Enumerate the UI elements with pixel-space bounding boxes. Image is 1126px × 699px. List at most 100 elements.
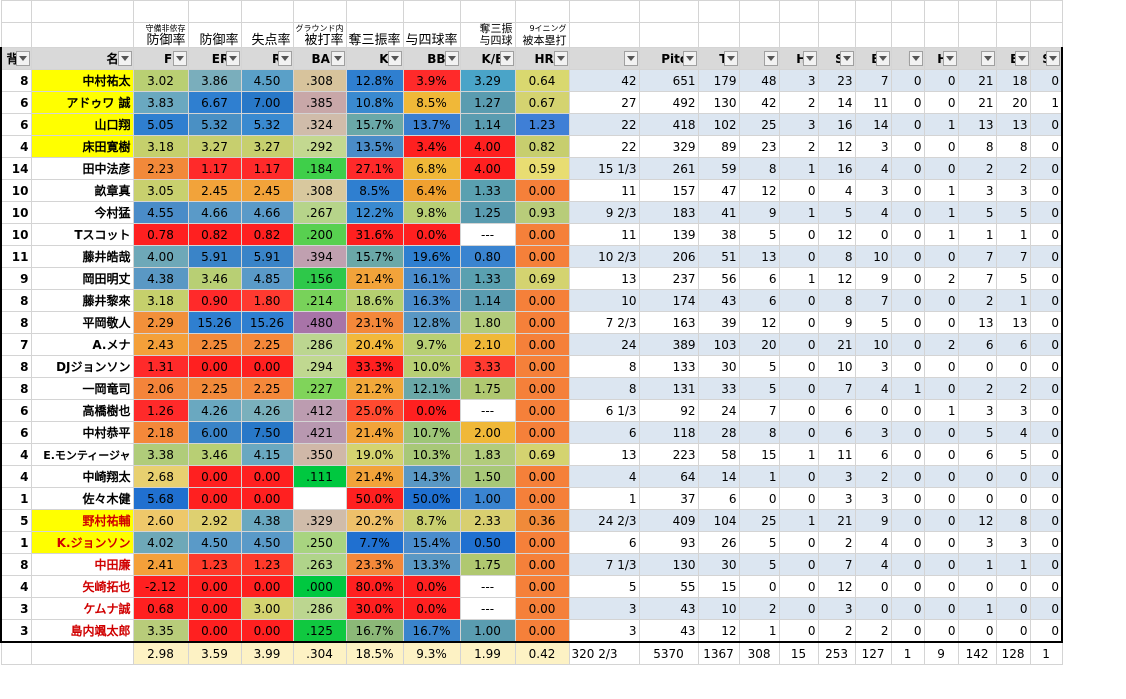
ib-cell[interactable]: 0 [890, 223, 925, 246]
hr-cell[interactable]: 0 [778, 289, 819, 312]
ib-cell[interactable]: 1 [890, 377, 925, 400]
column-header--[interactable]: 名前 [30, 47, 134, 70]
player-name-cell[interactable]: 藤井黎來 [30, 289, 134, 312]
fip-cell[interactable]: 2.23 [132, 157, 189, 180]
fip-cell[interactable]: 4.38 [132, 267, 189, 290]
player-name-cell[interactable]: A.メナ [30, 333, 134, 356]
fip-cell[interactable]: 3.18 [132, 135, 189, 158]
er-cell[interactable]: 7 [995, 245, 1031, 268]
ib-cell[interactable]: 0 [890, 201, 925, 224]
bbn-cell[interactable]: 2 [854, 465, 892, 488]
bb-cell[interactable]: 12.8% [402, 311, 461, 334]
bbn-cell[interactable]: 4 [854, 157, 892, 180]
kbb-cell[interactable]: --- [459, 399, 516, 422]
hr9-cell[interactable]: 0.00 [514, 289, 570, 312]
uniform-number-cell[interactable]: 4 [0, 443, 32, 466]
total-kbb-cell[interactable]: 1.99 [459, 641, 516, 665]
fip-cell[interactable]: 4.02 [132, 531, 189, 554]
table-row[interactable]: 11 藤井皓哉 4.00 5.91 5.91.394 15.7% 19.6% 0.80 0.00… [0, 245, 1064, 268]
k-cell[interactable]: 33.3% [345, 355, 404, 378]
hr9-cell[interactable]: 0.64 [514, 69, 570, 92]
kbb-cell[interactable]: 1.33 [459, 267, 516, 290]
so-cell[interactable]: 3 [817, 597, 856, 620]
era-cell[interactable]: 4.26 [187, 399, 242, 422]
bbn-cell[interactable]: 3 [854, 355, 892, 378]
kbb-cell[interactable]: 1.33 [459, 179, 516, 202]
uniform-number-cell[interactable]: 5 [0, 509, 32, 532]
ra-cell[interactable]: 4.38 [240, 509, 294, 532]
ra-cell[interactable]: 1.17 [240, 157, 294, 180]
filter-dropdown-icon[interactable] [277, 51, 292, 66]
table-row[interactable]: 10 畝章真 3.05 2.45 2.45.308 8.5% 6.4% 1.33 0.00 11 1… [0, 179, 1064, 202]
total-pitch-cell[interactable]: 5370 [638, 641, 699, 665]
hr9-cell[interactable]: 0.69 [514, 443, 570, 466]
er-cell[interactable]: 5 [995, 443, 1031, 466]
bb-cell[interactable]: 13.3% [402, 553, 461, 576]
h-cell[interactable]: 25 [738, 509, 780, 532]
player-name-cell[interactable]: K.ジョンソン [30, 531, 134, 554]
player-name-cell[interactable]: アドゥワ 誠 [30, 91, 134, 114]
filter-dropdown-icon[interactable] [942, 51, 957, 66]
ib-cell[interactable]: 0 [890, 575, 925, 598]
kbb-cell[interactable]: 1.75 [459, 377, 516, 400]
k-cell[interactable]: 12.8% [345, 69, 404, 92]
pitch-cell[interactable]: 157 [638, 179, 699, 202]
so-cell[interactable]: 21 [817, 509, 856, 532]
so-cell[interactable]: 21 [817, 333, 856, 356]
ra-cell[interactable]: 0.82 [240, 223, 294, 246]
table-row[interactable]: 3 ケムナ誠 0.68 0.00 3.00.286 30.0% 0.0% --- 0.00 3 43… [0, 597, 1064, 620]
ra-cell[interactable]: 2.25 [240, 333, 294, 356]
so-cell[interactable]: 12 [817, 135, 856, 158]
bb-cell[interactable]: 16.1% [402, 267, 461, 290]
hbp-cell[interactable]: 0 [923, 377, 959, 400]
tb-cell[interactable]: 30 [697, 355, 740, 378]
column-header-bb-[interactable]: BB% [402, 47, 461, 70]
fip-cell[interactable]: 5.68 [132, 487, 189, 510]
sf-cell[interactable]: 0 [1029, 69, 1064, 92]
tb-cell[interactable]: 51 [697, 245, 740, 268]
so-cell[interactable]: 3 [817, 487, 856, 510]
column-header-hr[interactable]: HR [778, 47, 819, 70]
ip-cell[interactable]: 10 [568, 289, 640, 312]
kbb-cell[interactable]: 1.00 [459, 487, 516, 510]
k-cell[interactable]: 30.0% [345, 597, 404, 620]
kbb-cell[interactable]: 2.00 [459, 421, 516, 444]
fip-cell[interactable]: 2.68 [132, 465, 189, 488]
bbn-cell[interactable]: 11 [854, 91, 892, 114]
hr-cell[interactable]: 0 [778, 487, 819, 510]
player-name-cell[interactable]: 藤井皓哉 [30, 245, 134, 268]
hr9-cell[interactable]: 0.00 [514, 245, 570, 268]
babip-cell[interactable]: .324 [292, 113, 347, 136]
ip-cell[interactable]: 13 [568, 443, 640, 466]
so-cell[interactable]: 12 [817, 267, 856, 290]
sf-cell[interactable]: 0 [1029, 597, 1064, 620]
so-cell[interactable]: 6 [817, 399, 856, 422]
table-row[interactable]: 1 佐々木健 5.68 0.00 0.00 50.0% 50.0% 1.00 0.00 1 37 6 0… [0, 487, 1064, 510]
r-cell[interactable]: 2 [957, 157, 997, 180]
era-cell[interactable]: 2.45 [187, 179, 242, 202]
hr9-cell[interactable]: 0.00 [514, 179, 570, 202]
tb-cell[interactable]: 58 [697, 443, 740, 466]
pitch-cell[interactable]: 223 [638, 443, 699, 466]
er-cell[interactable]: 0 [995, 465, 1031, 488]
hr-cell[interactable]: 0 [778, 531, 819, 554]
fip-cell[interactable]: 1.31 [132, 355, 189, 378]
filter-dropdown-icon[interactable] [908, 51, 923, 66]
column-header-h[interactable]: H [738, 47, 780, 70]
hr-cell[interactable]: 0 [778, 597, 819, 620]
ra-cell[interactable]: 4.15 [240, 443, 294, 466]
ra-cell[interactable]: 0.00 [240, 575, 294, 598]
tb-cell[interactable]: 43 [697, 289, 740, 312]
ip-cell[interactable]: 7 1/3 [568, 553, 640, 576]
era-cell[interactable]: 5.32 [187, 113, 242, 136]
ip-cell[interactable]: 6 1/3 [568, 399, 640, 422]
bb-cell[interactable]: 8.7% [402, 509, 461, 532]
player-name-cell[interactable]: E.モンティージャ [30, 443, 134, 466]
so-cell[interactable]: 2 [817, 531, 856, 554]
hr9-cell[interactable]: 0.00 [514, 487, 570, 510]
table-row[interactable]: 4 床田寛樹 3.18 3.27 3.27.292 13.5% 3.4% 4.00 0.82 22… [0, 135, 1064, 158]
hbp-cell[interactable]: 0 [923, 421, 959, 444]
hr-cell[interactable]: 3 [778, 113, 819, 136]
uniform-number-cell[interactable]: 3 [0, 597, 32, 620]
column-header-ib[interactable]: IB [890, 47, 925, 70]
